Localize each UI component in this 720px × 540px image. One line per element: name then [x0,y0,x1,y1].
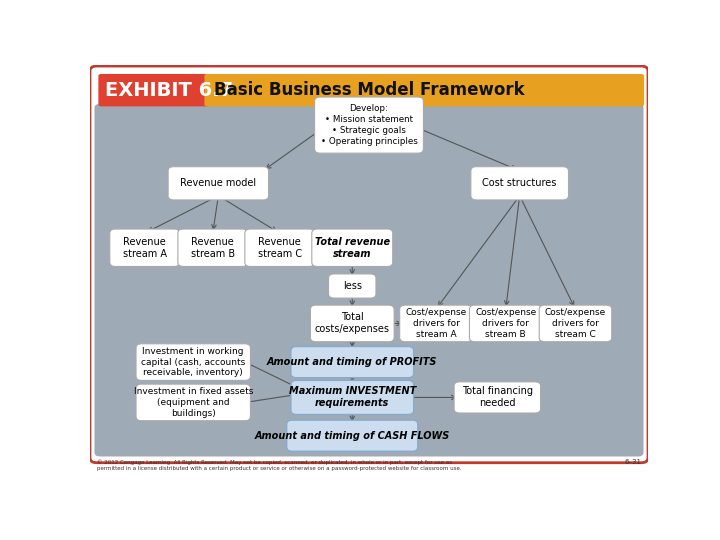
Text: Cost/expense
drivers for
stream C: Cost/expense drivers for stream C [545,308,606,339]
FancyBboxPatch shape [110,229,179,266]
FancyBboxPatch shape [245,229,315,266]
FancyBboxPatch shape [136,384,251,421]
FancyBboxPatch shape [204,74,644,106]
Text: © 2012 Cengage Learning  All Rights Reserved  May not be copied, scanned, or dup: © 2012 Cengage Learning All Rights Reser… [96,459,462,471]
FancyBboxPatch shape [315,97,423,153]
FancyBboxPatch shape [90,66,648,463]
Text: Total revenue
stream: Total revenue stream [315,237,390,259]
FancyBboxPatch shape [291,380,413,415]
FancyBboxPatch shape [328,274,376,298]
FancyBboxPatch shape [291,347,413,377]
Text: Develop:
• Mission statement
• Strategic goals
• Operating principles: Develop: • Mission statement • Strategic… [320,104,418,146]
Text: Cost structures: Cost structures [482,178,557,188]
Text: Cost/expense
drivers for
stream A: Cost/expense drivers for stream A [405,308,467,339]
Text: Total
costs/expenses: Total costs/expenses [315,313,390,334]
Text: Revenue
stream A: Revenue stream A [122,237,167,259]
Text: Cost/expense
drivers for
stream B: Cost/expense drivers for stream B [475,308,536,339]
Text: 6–31: 6–31 [624,459,642,465]
Text: Investment in working
capital (cash, accounts
receivable, inventory): Investment in working capital (cash, acc… [141,347,246,377]
Text: Maximum INVESTMENT
requirements: Maximum INVESTMENT requirements [289,387,416,408]
Text: Revenue
stream C: Revenue stream C [258,237,302,259]
FancyBboxPatch shape [287,420,418,451]
FancyBboxPatch shape [454,382,541,413]
Text: Basic Business Model Framework: Basic Business Model Framework [214,81,524,99]
FancyBboxPatch shape [136,344,251,380]
FancyBboxPatch shape [178,229,248,266]
FancyBboxPatch shape [539,305,612,342]
FancyBboxPatch shape [469,305,542,342]
Text: Amount and timing of PROFITS: Amount and timing of PROFITS [267,357,438,367]
Text: Revenue model: Revenue model [180,178,256,188]
Text: EXHIBIT 6.7: EXHIBIT 6.7 [104,80,233,100]
FancyBboxPatch shape [94,104,644,456]
FancyBboxPatch shape [312,229,392,266]
FancyBboxPatch shape [310,305,394,342]
Text: Amount and timing of CASH FLOWS: Amount and timing of CASH FLOWS [255,431,450,441]
FancyBboxPatch shape [471,167,569,200]
FancyBboxPatch shape [168,167,269,200]
FancyBboxPatch shape [99,74,210,106]
FancyBboxPatch shape [400,305,472,342]
Text: Investment in fixed assets
(equipment and
buildings): Investment in fixed assets (equipment an… [133,387,253,417]
Text: Revenue
stream B: Revenue stream B [191,237,235,259]
Text: Total financing
needed: Total financing needed [462,387,533,408]
Text: less: less [343,281,361,291]
